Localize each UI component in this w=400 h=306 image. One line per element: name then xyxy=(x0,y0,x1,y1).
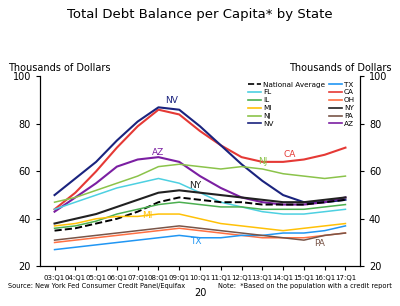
Text: Source: New York Fed Consumer Credit Panel/Equifax: Source: New York Fed Consumer Credit Pan… xyxy=(8,283,185,289)
Text: NV: NV xyxy=(165,95,178,105)
Text: NY: NY xyxy=(190,181,202,190)
Text: Total Debt Balance per Capita* by State: Total Debt Balance per Capita* by State xyxy=(67,8,333,21)
Text: NJ: NJ xyxy=(258,157,268,166)
Text: MI: MI xyxy=(142,211,152,220)
Legend: National Average, FL, IL, MI, NJ, NV, TX, CA, OH, NY, PA, AZ: National Average, FL, IL, MI, NJ, NV, TX… xyxy=(246,80,356,128)
Text: PA: PA xyxy=(314,239,325,248)
Text: TX: TX xyxy=(190,237,201,246)
Text: CA: CA xyxy=(283,150,296,159)
Text: AZ: AZ xyxy=(152,148,164,157)
Text: 20: 20 xyxy=(194,288,206,298)
Text: Thousands of Dollars: Thousands of Dollars xyxy=(290,63,392,73)
Text: Note:  *Based on the population with a credit report: Note: *Based on the population with a cr… xyxy=(218,283,392,289)
Text: Thousands of Dollars: Thousands of Dollars xyxy=(8,63,110,73)
